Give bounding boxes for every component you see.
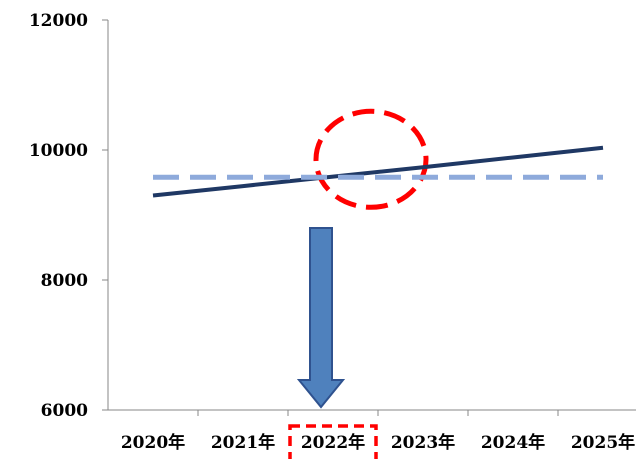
x-tick-label: 2025年 [571, 432, 635, 453]
down-arrow [296, 227, 346, 409]
x-tick-label: 2024年 [481, 432, 545, 453]
x-tick-label: 2020年 [121, 432, 185, 453]
x-tick-label: 2021年 [211, 432, 275, 453]
y-tick-label: 6000 [41, 401, 88, 421]
y-tick-label: 8000 [41, 271, 88, 291]
highlight-box [288, 424, 378, 459]
y-tick-label: 12000 [29, 11, 88, 31]
annotations [288, 108, 429, 459]
tick-labels: 6000 8000 10000 12000 2020年 2021年 2022年 2023年 20… [29, 11, 635, 453]
series-line-solid [152, 145, 604, 198]
series-lines [152, 145, 604, 198]
y-tick-label: 10000 [29, 141, 88, 161]
x-tick-label: 2023年 [391, 432, 455, 453]
x-tick-label: 2022年 [301, 432, 365, 453]
axes [102, 19, 636, 416]
intersection-circle [313, 108, 429, 210]
